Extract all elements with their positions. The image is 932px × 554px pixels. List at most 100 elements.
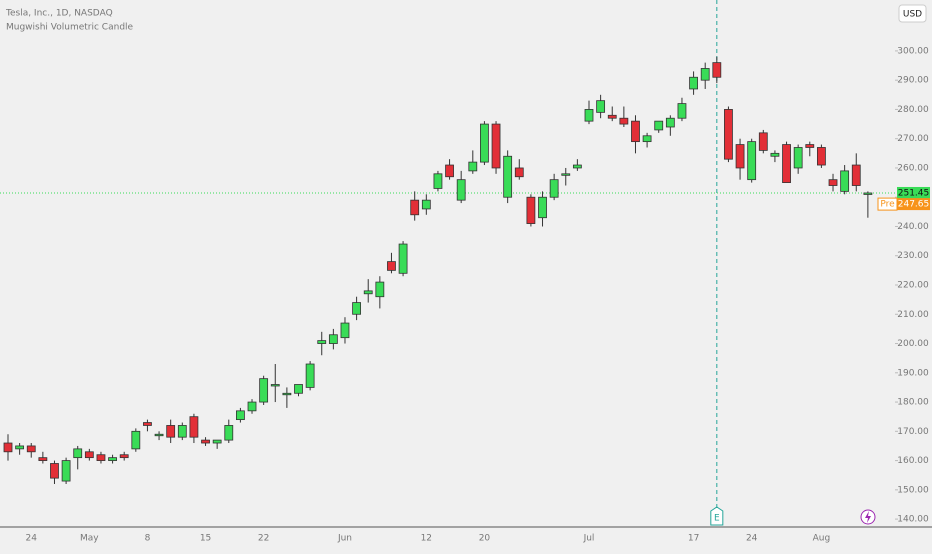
candle-body (724, 109, 733, 160)
pre-price-label: 247.65 (898, 200, 930, 210)
y-tick-label: 190.00 (897, 368, 929, 378)
candle-body (224, 425, 234, 441)
plot: 140.00 150.00 160.00 170.00 180.00 190.00 200.… (0, 0, 930, 544)
candle-body (584, 109, 594, 122)
y-tick-label: 280.00 (897, 105, 929, 115)
candle-body (572, 164, 582, 169)
earnings-label: E (714, 514, 720, 524)
x-tick-label: Aug (813, 534, 831, 544)
candle-body (445, 164, 454, 178)
candle-body (108, 457, 117, 461)
candle-body (503, 155, 513, 198)
candle-body (770, 152, 780, 157)
y-tick-label: 290.00 (897, 76, 929, 86)
candle-body (793, 147, 803, 169)
candle-body (677, 103, 687, 119)
last-price-tag (897, 186, 930, 199)
candle-body (851, 164, 861, 186)
pre-price-tag (897, 198, 930, 211)
y-tick-label: 230.00 (897, 251, 929, 261)
event-bolt (865, 511, 871, 523)
candle-body (328, 334, 338, 344)
candle-body (758, 132, 768, 151)
candle-body (491, 123, 501, 169)
candle-body (84, 451, 94, 459)
x-tick-label: Jul (583, 534, 595, 544)
candle-body (340, 322, 350, 339)
candle-body (456, 179, 466, 201)
x-tick-label: 24 (746, 534, 758, 544)
candle-body (61, 460, 71, 482)
y-tick-label: 180.00 (897, 398, 929, 408)
candle-body (270, 384, 280, 387)
candle-body (863, 192, 873, 195)
candle-body (700, 68, 710, 81)
candle-body (607, 114, 617, 119)
y-tick-label: 260.00 (897, 163, 929, 173)
candle-body (526, 196, 536, 224)
candle-body (828, 179, 838, 186)
candle-body (259, 378, 269, 403)
candle-body (805, 144, 815, 148)
candle-body (177, 425, 187, 438)
candle-body (26, 445, 36, 453)
candle-body (143, 422, 152, 426)
candle-body (247, 401, 257, 412)
candle-body (96, 454, 106, 461)
candle-body (433, 173, 443, 189)
y-tick-label: 170.00 (897, 427, 929, 437)
candle-body (119, 454, 129, 459)
y-tick-label: 160.00 (897, 456, 929, 466)
y-tick-label: 210.00 (897, 310, 929, 320)
x-tick-label: May (80, 534, 99, 544)
y-tick-label: 270.00 (897, 134, 929, 144)
y-tick-label: 150.00 (897, 485, 929, 495)
candle-body (212, 439, 222, 444)
candle-body (352, 302, 362, 315)
candle-body (596, 100, 606, 113)
indicator-name: Mugwishi Volumetric Candle (6, 23, 134, 33)
candle-body (480, 123, 489, 163)
candle-body (189, 416, 199, 438)
candle-body (131, 430, 141, 450)
x-tick-label: 17 (688, 534, 699, 544)
pre-label: Pre (880, 200, 895, 210)
candle-body (154, 433, 164, 437)
x-tick-label: 22 (258, 534, 269, 544)
candle-body (3, 442, 13, 453)
x-tick-label: 12 (421, 534, 432, 544)
candle-body (201, 439, 210, 444)
chart-title: Tesla, Inc., 1D, NASDAQ (5, 9, 113, 19)
candle-body (387, 261, 396, 271)
last-price-label: 251.45 (898, 188, 930, 198)
candle-body (317, 340, 327, 344)
candle-body (305, 363, 315, 388)
candle-body (631, 120, 640, 143)
candle-body (398, 243, 408, 274)
x-tick-label: 15 (200, 534, 211, 544)
y-tick-label: 240.00 (897, 222, 929, 232)
candle-body (712, 62, 722, 78)
currency-button[interactable] (898, 4, 927, 23)
candle-body (561, 173, 571, 176)
candle-body (654, 120, 664, 131)
candle-body (689, 76, 698, 90)
candle-body (782, 144, 791, 183)
y-tick-label: 300.00 (897, 46, 929, 56)
candle-body (421, 199, 431, 210)
candle-body (514, 167, 524, 178)
earnings-marker (710, 506, 724, 526)
y-tick-label: 200.00 (897, 339, 929, 349)
currency-label[interactable]: USD (903, 10, 922, 20)
candle-body (375, 281, 385, 298)
x-tick-label: 8 (145, 534, 151, 544)
candle-body (747, 141, 757, 181)
x-tick-label: 20 (479, 534, 491, 544)
candle-body (294, 384, 303, 394)
candle-body (73, 448, 83, 459)
candle-body (235, 410, 245, 421)
candle-body (38, 457, 48, 461)
